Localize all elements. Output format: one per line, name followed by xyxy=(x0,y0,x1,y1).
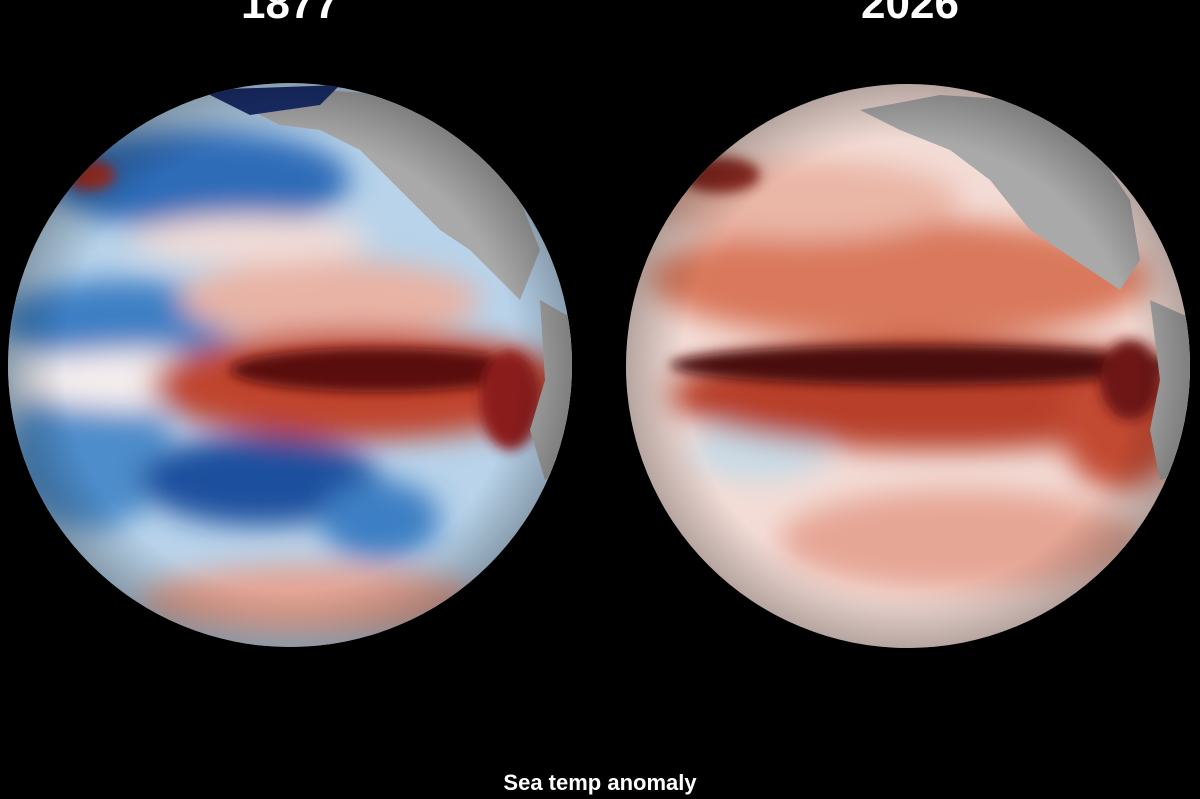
panel-label: 2026 xyxy=(861,0,959,28)
panel-label: 1877 xyxy=(241,0,339,28)
caption: Sea temp anomaly xyxy=(503,770,697,795)
globe-2026 xyxy=(626,84,1190,648)
globe-1877 xyxy=(8,83,572,647)
